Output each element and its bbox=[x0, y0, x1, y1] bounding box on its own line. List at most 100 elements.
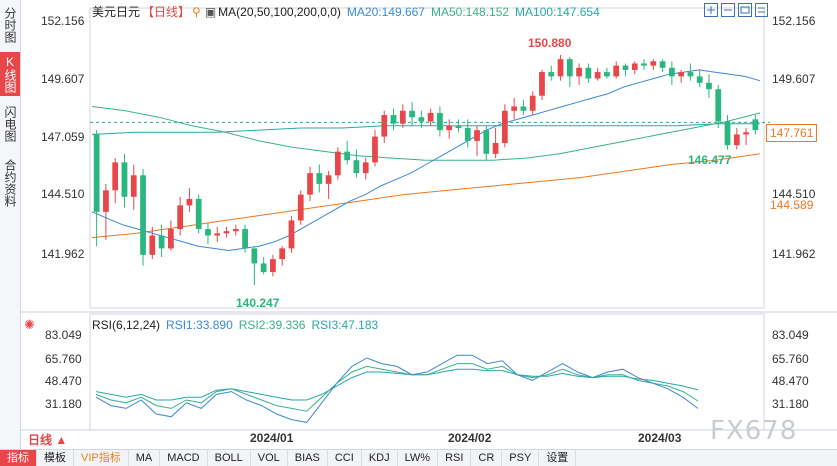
candle-body bbox=[566, 59, 573, 77]
indicator-tab-settings[interactable]: 设置 bbox=[539, 450, 577, 466]
candle-body bbox=[103, 190, 109, 212]
period-selector[interactable]: 日线 ▲ bbox=[28, 433, 68, 447]
rsi-tick-right: 83.049 bbox=[772, 328, 809, 342]
rsi-legend: RSI(6,12,24) RSI1:33.890 RSI2:39.336 RSI3:4… bbox=[92, 318, 384, 332]
tab-flash[interactable]: 闪电图 bbox=[3, 106, 17, 142]
candle-body bbox=[557, 59, 564, 77]
candle-body bbox=[130, 175, 137, 197]
rsi-tick-left: 48.470 bbox=[45, 374, 82, 388]
rsi1-line bbox=[95, 354, 699, 423]
candle-body bbox=[678, 72, 685, 77]
ma20-value: MA20:149.667 bbox=[346, 5, 425, 19]
last-price-tag: 147.761 bbox=[766, 124, 818, 142]
indicator-tab-lw[interactable]: LW% bbox=[398, 450, 439, 466]
price-tick-right: 141.962 bbox=[772, 247, 816, 261]
price-tick-left: 141.962 bbox=[41, 247, 85, 261]
indicator-tab-psy[interactable]: PSY bbox=[502, 450, 540, 466]
indicator-tab-cr[interactable]: CR bbox=[471, 450, 503, 466]
settings-icon[interactable] bbox=[755, 3, 768, 17]
high-annotation: 150.880 bbox=[528, 36, 572, 50]
price-tick-left: 144.510 bbox=[41, 187, 85, 201]
ma200-value-tag: 144.589 bbox=[770, 198, 814, 212]
candle-body bbox=[381, 115, 388, 137]
tab-timeshare[interactable]: 分时图 bbox=[3, 7, 17, 43]
indicator-tab-rsi[interactable]: RSI bbox=[438, 450, 472, 466]
candle-body bbox=[604, 72, 610, 77]
ma50-value: MA50:148.152 bbox=[430, 5, 510, 19]
indicator-tab-kdj[interactable]: KDJ bbox=[362, 450, 398, 466]
candle-body bbox=[539, 72, 545, 96]
candle-body bbox=[446, 125, 453, 131]
candle-body bbox=[641, 63, 647, 66]
candle-body bbox=[158, 235, 165, 249]
rsi2-line bbox=[95, 363, 699, 412]
rsi-label: RSI(6,12,24) bbox=[92, 318, 161, 332]
candle-body bbox=[483, 130, 490, 154]
candle-body bbox=[501, 110, 508, 144]
candle-body bbox=[112, 162, 119, 191]
candle-body bbox=[687, 72, 694, 77]
candle-body bbox=[372, 136, 378, 163]
indicator-tab-boll[interactable]: BOLL bbox=[208, 450, 251, 466]
indicator-tab-cci[interactable]: CCI bbox=[328, 450, 362, 466]
expand-icon[interactable] bbox=[704, 3, 718, 17]
candle-body bbox=[140, 175, 146, 255]
candle-body bbox=[724, 121, 731, 146]
candle-body bbox=[622, 65, 629, 70]
price-tick-left: 147.059 bbox=[41, 130, 85, 144]
candle-body bbox=[307, 173, 313, 195]
kline-chart[interactable] bbox=[0, 0, 837, 450]
candle-body bbox=[715, 89, 722, 122]
indicator-tab-macd[interactable]: MACD bbox=[160, 450, 208, 466]
candle-body bbox=[186, 198, 193, 206]
left-tab-bar: 分时图 K线图 闪电图 合约资料 bbox=[0, 0, 21, 450]
indicator-tab-bias[interactable]: BIAS bbox=[288, 450, 328, 466]
candle-body bbox=[121, 162, 128, 197]
shrink-icon[interactable] bbox=[721, 3, 735, 17]
indicator-tab-indicators[interactable]: 指标 bbox=[0, 450, 37, 466]
candle-body bbox=[242, 229, 248, 249]
indicator-tab-vip[interactable]: VIP指标 bbox=[74, 450, 129, 466]
rsi-tick-left: 83.049 bbox=[45, 328, 82, 342]
tab-contract-info[interactable]: 合约资料 bbox=[3, 159, 17, 207]
rsi-tick-right: 65.760 bbox=[772, 352, 809, 366]
candle-body bbox=[362, 162, 369, 174]
ma100-value: MA100:147.654 bbox=[515, 5, 600, 19]
candle-body bbox=[427, 112, 434, 122]
candle-body bbox=[149, 235, 156, 255]
rsi-settings-icon[interactable]: ✺ bbox=[24, 317, 35, 332]
price-tick-left: 152.156 bbox=[41, 14, 85, 28]
candle-body bbox=[631, 63, 638, 70]
candle-body bbox=[474, 130, 480, 141]
price-tick-right: 144.510 bbox=[772, 187, 816, 201]
candle-body bbox=[548, 72, 555, 77]
candle-body bbox=[696, 76, 703, 83]
candle-body bbox=[205, 229, 211, 236]
ma50-line bbox=[91, 106, 761, 161]
indicator-tab-vol[interactable]: VOL bbox=[251, 450, 288, 466]
candle-body bbox=[390, 115, 397, 124]
indicator-tab-ma[interactable]: MA bbox=[129, 450, 161, 466]
rsi-tick-left: 31.180 bbox=[45, 397, 82, 411]
rsi-tick-left: 65.760 bbox=[45, 352, 82, 366]
candle-body bbox=[668, 67, 675, 77]
candle-body bbox=[743, 132, 749, 135]
low-annotation: 140.247 bbox=[236, 296, 280, 310]
candle-body bbox=[464, 127, 471, 141]
ma-settings-icon[interactable]: ▣ bbox=[204, 5, 217, 19]
rsi1-value: RSI1:33.890 bbox=[166, 318, 233, 332]
ma20-line bbox=[91, 69, 761, 252]
candle-body bbox=[93, 134, 100, 212]
indicator-tab-template[interactable]: 模板 bbox=[37, 450, 74, 466]
wand-icon[interactable]: ⚲ bbox=[192, 5, 201, 19]
candle-body bbox=[650, 61, 657, 66]
candle-body bbox=[520, 106, 527, 111]
tab-kline[interactable]: K线图 bbox=[0, 52, 20, 96]
price-panel-frame bbox=[89, 7, 765, 309]
candle-body bbox=[399, 110, 406, 124]
fullscreen-icon[interactable] bbox=[738, 3, 752, 17]
candle-body bbox=[706, 82, 712, 90]
candle-body bbox=[659, 61, 666, 68]
rsi3-line bbox=[95, 368, 699, 401]
rsi-tick-right: 48.470 bbox=[772, 374, 809, 388]
